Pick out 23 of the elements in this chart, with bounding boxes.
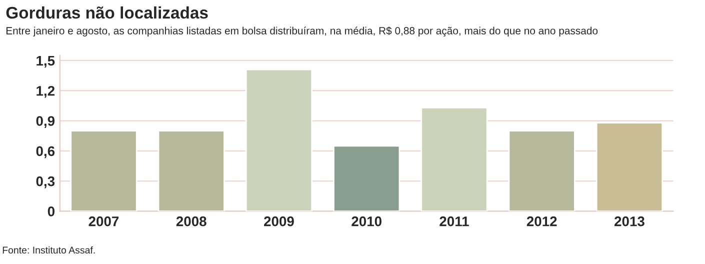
bar [596,122,664,212]
y-tick-label: 0,3 [36,176,55,188]
x-tick-label: 2010 [352,216,382,226]
bar [333,145,400,212]
y-tick-label: 1,2 [36,86,55,98]
y-tick-label: 0,6 [36,146,55,158]
x-tick-label: 2013 [614,216,644,226]
bar [245,68,313,212]
x-tick-label: 2008 [176,216,206,226]
bar [70,130,138,212]
chart-title: Gorduras não localizadas [6,6,208,19]
chart-subtitle: Entre janeiro e agosto, as companhias listadas em bolsa distribuíram, na média, R$ 0,88 por ação, mais do que no ano passado [6,26,598,37]
bar [420,107,488,212]
x-tick-label: 2007 [88,216,119,226]
y-tick-label: 0 [48,206,54,216]
y-tick-label: 0,9 [36,116,55,128]
x-tick-label: 2009 [264,216,294,226]
bar [508,130,576,212]
y-tick-label: 1,5 [36,56,55,68]
x-tick-label: 2011 [440,216,469,226]
source-note: Fonte: Instituto Assaf. [2,246,95,254]
x-tick-label: 2012 [526,216,557,226]
bar [158,130,225,212]
